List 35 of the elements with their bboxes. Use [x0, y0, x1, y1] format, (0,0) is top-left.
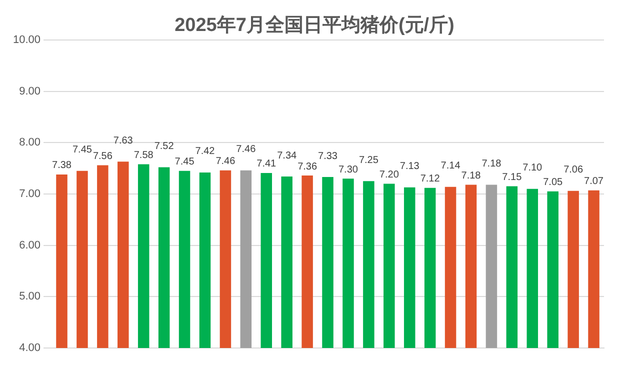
data-label: 7.46 [236, 144, 256, 156]
chart-title: 2025年7月全国日平均猪价(元/斤) [174, 15, 454, 36]
data-label: 7.38 [52, 160, 72, 172]
y-tick-label: 10.00 [12, 34, 41, 46]
data-label: 7.14 [440, 160, 461, 172]
data-label: 7.18 [482, 158, 502, 170]
y-tick-label: 5.00 [19, 290, 41, 303]
data-label: 7.15 [502, 172, 522, 184]
data-label: 7.45 [174, 156, 195, 168]
y-tick-label: 7.00 [19, 188, 41, 200]
data-label: 7.12 [420, 174, 440, 185]
y-tick-label: 6.00 [19, 239, 41, 252]
data-label: 7.52 [154, 141, 174, 152]
y-tick-label: 4.00 [19, 342, 41, 354]
y-tick-label: 9.00 [19, 85, 41, 98]
data-label: 7.45 [72, 144, 92, 156]
data-label: 7.25 [358, 154, 379, 166]
data-label: 7.36 [298, 161, 318, 172]
data-label: 7.18 [461, 170, 482, 182]
data-label: 7.46 [216, 156, 236, 168]
data-label: 7.10 [522, 162, 543, 174]
data-label: 7.63 [113, 135, 134, 146]
data-label: 7.06 [564, 164, 584, 176]
data-label: 7.41 [256, 158, 277, 170]
data-label: 7.13 [400, 161, 420, 172]
data-label: 7.58 [134, 150, 154, 161]
y-tick-label: 8.00 [19, 136, 41, 149]
data-label: 7.07 [584, 176, 604, 188]
data-label: 7.42 [195, 146, 216, 158]
data-label: 7.34 [277, 150, 298, 162]
data-label: 7.30 [338, 164, 358, 176]
data-label: 7.05 [543, 177, 564, 188]
data-label: 7.33 [318, 150, 338, 162]
data-label: 7.20 [379, 169, 400, 180]
data-label: 7.56 [92, 151, 113, 162]
